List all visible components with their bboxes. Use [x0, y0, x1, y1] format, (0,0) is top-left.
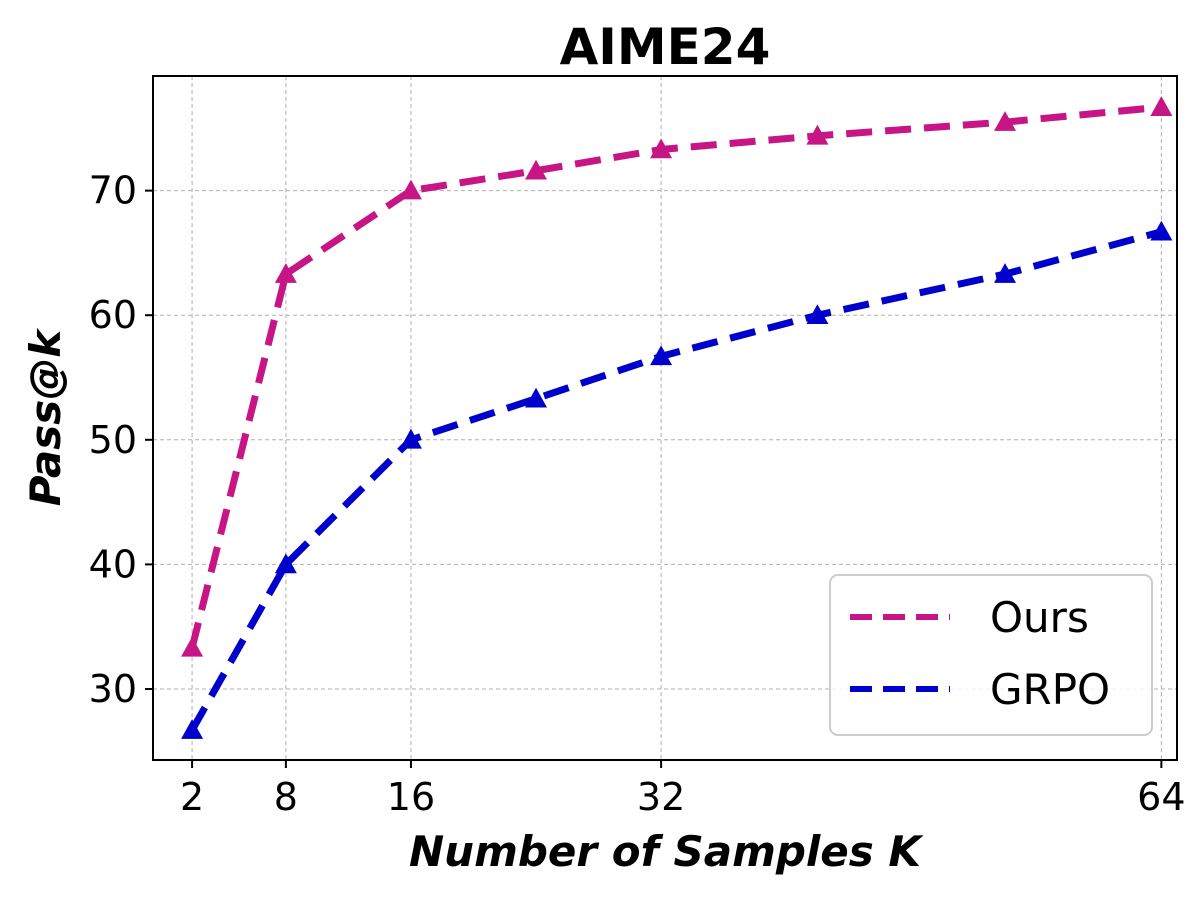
series-grpo	[181, 220, 1173, 739]
legend-label-ours: Ours	[990, 593, 1089, 642]
data-point-ours	[274, 263, 297, 283]
data-point-ours	[181, 636, 204, 657]
y-axis-label: Pass@k	[21, 327, 70, 506]
data-point-ours	[806, 124, 829, 145]
data-point-grpo	[274, 553, 297, 574]
series-line-grpo	[189, 228, 1163, 732]
data-point-grpo	[399, 428, 422, 449]
x-tick-label: 2	[180, 775, 204, 819]
chart-title: AIME24	[560, 18, 771, 76]
data-point-ours	[399, 179, 422, 200]
x-tick-label: 8	[274, 775, 298, 819]
y-tick-label: 60	[89, 293, 137, 337]
y-tick-label: 30	[89, 667, 137, 711]
data-point-ours	[650, 138, 673, 159]
x-tick-label: 32	[637, 775, 685, 819]
plot-frame	[152, 75, 1178, 761]
x-tick-label: 64	[1137, 775, 1185, 819]
data-point-grpo	[525, 387, 548, 408]
y-tick-label: 70	[89, 169, 137, 213]
series-layer	[181, 96, 1173, 739]
legend: Ours GRPO	[829, 574, 1153, 736]
y-tick-label: 40	[89, 542, 137, 586]
ticks: 2 8 16 32 64 30 40 50 60 70	[89, 169, 1186, 819]
data-point-grpo	[806, 304, 829, 325]
series-line-ours	[188, 103, 1162, 649]
data-point-grpo	[1150, 220, 1173, 241]
series-ours	[181, 96, 1173, 657]
x-tick-label: 16	[387, 775, 435, 819]
grid	[153, 76, 1177, 760]
legend-label-grpo: GRPO	[990, 665, 1110, 714]
data-point-ours	[1150, 96, 1173, 116]
data-point-grpo	[181, 719, 204, 739]
data-point-ours	[525, 159, 548, 180]
x-axis-label: Number of Samples K	[409, 827, 924, 876]
legend-box	[829, 574, 1153, 736]
data-point-ours	[994, 111, 1017, 131]
data-point-grpo	[650, 345, 673, 366]
y-tick-label: 50	[89, 418, 137, 462]
data-point-grpo	[994, 263, 1017, 283]
